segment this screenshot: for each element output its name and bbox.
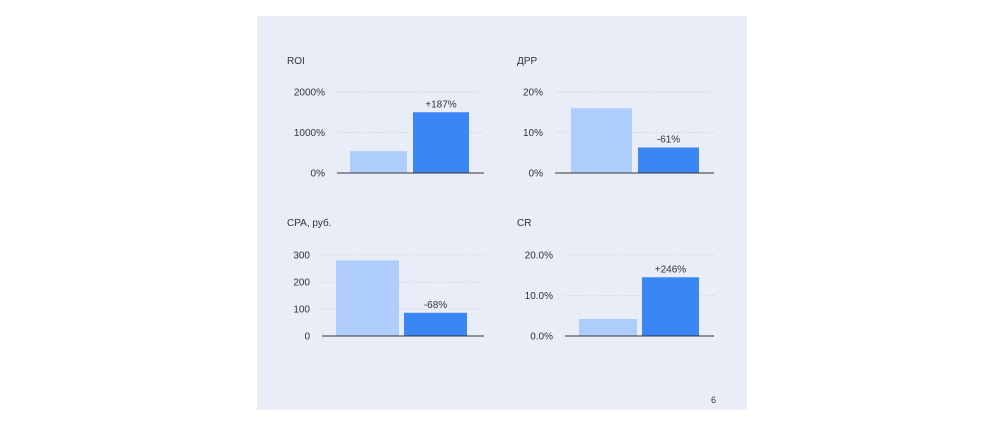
y-tick-label: 1000%	[294, 128, 325, 139]
y-tick-label: 300	[293, 251, 310, 262]
chart-title: CR	[517, 218, 531, 229]
chart-title: ДРР	[517, 56, 537, 67]
change-annotation: +187%	[425, 99, 457, 110]
page-number: 6	[711, 395, 717, 405]
change-annotation: -61%	[657, 134, 680, 145]
bar-after	[638, 147, 699, 173]
y-tick-label: 200	[293, 278, 310, 289]
y-tick-label: 10%	[523, 128, 543, 139]
chart-title: ROI	[287, 56, 305, 67]
y-tick-label: 0%	[529, 169, 544, 180]
y-tick-label: 20.0%	[525, 251, 553, 262]
change-annotation: +246%	[655, 264, 687, 275]
y-tick-label: 0	[304, 332, 310, 343]
change-annotation: -68%	[424, 300, 447, 311]
bar-before	[350, 151, 407, 173]
y-tick-label: 20%	[523, 88, 543, 99]
bar-before	[336, 260, 399, 336]
y-tick-label: 2000%	[294, 88, 325, 99]
bar-after	[404, 312, 467, 336]
chart-title: CPA, руб.	[287, 217, 331, 229]
bar-after	[642, 277, 699, 336]
bar-before	[579, 318, 637, 336]
bar-after	[413, 112, 469, 173]
y-tick-label: 10.0%	[525, 291, 553, 302]
y-tick-label: 100	[293, 305, 310, 316]
slide-background	[257, 16, 747, 410]
bar-before	[571, 108, 632, 173]
y-tick-label: 0.0%	[530, 332, 553, 343]
y-tick-label: 0%	[311, 169, 326, 180]
